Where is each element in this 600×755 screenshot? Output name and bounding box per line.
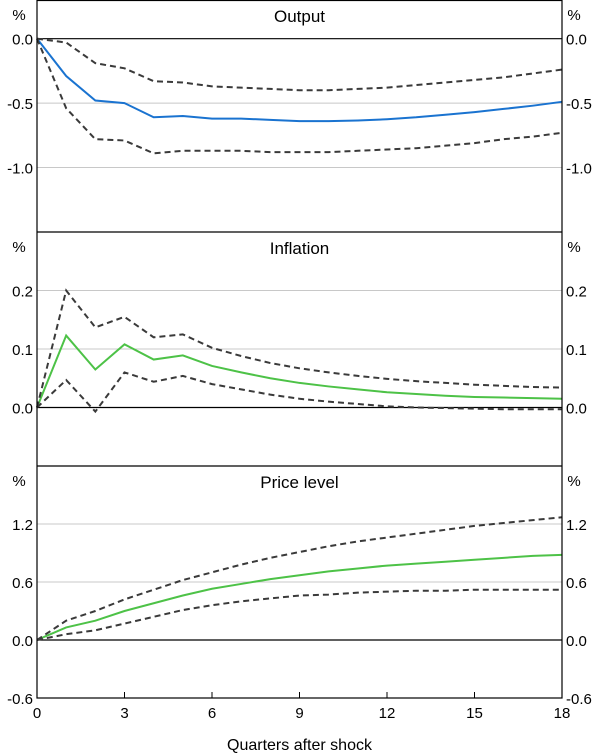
y-tick-label-right: -0.5 bbox=[566, 96, 592, 113]
y-tick-label-left: -0.5 bbox=[7, 96, 33, 113]
x-tick-label: 18 bbox=[554, 705, 571, 722]
y-tick-label-left: 0.6 bbox=[12, 575, 33, 592]
unit-label-left: % bbox=[12, 239, 25, 256]
y-tick-label-right: 0.1 bbox=[566, 342, 587, 359]
panel-title: Inflation bbox=[270, 239, 330, 258]
y-tick-label-right: 0.0 bbox=[566, 633, 587, 650]
y-tick-label-left: -0.6 bbox=[7, 691, 33, 708]
x-tick-label: 6 bbox=[208, 705, 216, 722]
x-tick-label: 15 bbox=[466, 705, 483, 722]
unit-label-right: % bbox=[567, 7, 580, 24]
series-line-estimate bbox=[36, 38, 563, 123]
series-line-upper-band bbox=[36, 288, 563, 408]
y-tick-label-left: 0.0 bbox=[12, 633, 33, 650]
unit-label-left: % bbox=[12, 7, 25, 24]
y-tick-label-left: -1.0 bbox=[7, 161, 33, 178]
y-tick-label-right: 0.0 bbox=[566, 32, 587, 49]
series-line-upper-band bbox=[36, 37, 563, 92]
y-tick-label-left: 0.2 bbox=[12, 284, 33, 301]
y-tick-label-right: -1.0 bbox=[566, 161, 592, 178]
x-tick-label: 3 bbox=[120, 705, 128, 722]
unit-label-right: % bbox=[567, 473, 580, 490]
y-tick-label-left: 0.0 bbox=[12, 32, 33, 49]
y-tick-label-right: 1.2 bbox=[566, 517, 587, 534]
y-tick-label-right: -0.6 bbox=[566, 691, 592, 708]
x-tick-label: 12 bbox=[379, 705, 396, 722]
x-tick-label: 0 bbox=[33, 705, 41, 722]
x-tick-label: 9 bbox=[295, 705, 303, 722]
panel-title: Output bbox=[274, 7, 325, 26]
series-line-lower-band bbox=[36, 588, 562, 641]
series-line-lower-band bbox=[36, 371, 562, 414]
panel-title: Price level bbox=[260, 473, 338, 492]
y-tick-label-right: 0.6 bbox=[566, 575, 587, 592]
series-line-estimate bbox=[36, 553, 563, 641]
series-line-estimate bbox=[36, 333, 563, 408]
x-axis-label: Quarters after shock bbox=[227, 737, 373, 754]
unit-label-left: % bbox=[12, 473, 25, 490]
y-tick-label-left: 0.0 bbox=[12, 401, 33, 418]
series-line-upper-band bbox=[36, 516, 563, 641]
y-tick-label-left: 0.1 bbox=[12, 342, 33, 359]
series-line-lower-band bbox=[36, 38, 563, 155]
y-tick-label-right: 0.2 bbox=[566, 284, 587, 301]
y-tick-label-right: 0.0 bbox=[566, 401, 587, 418]
unit-label-right: % bbox=[567, 239, 580, 256]
y-tick-label-left: 1.2 bbox=[12, 517, 33, 534]
